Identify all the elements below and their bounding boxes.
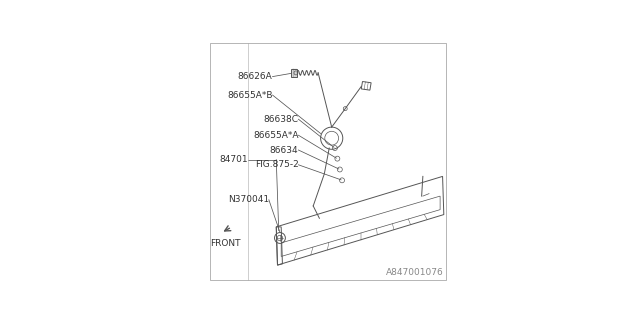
Text: N370041: N370041	[228, 195, 269, 204]
Text: 86626A: 86626A	[238, 72, 273, 81]
Text: 86634: 86634	[270, 146, 298, 155]
Text: 84701: 84701	[220, 155, 248, 164]
Text: 86655A*A: 86655A*A	[253, 131, 298, 140]
Text: 86638C: 86638C	[264, 115, 298, 124]
Text: 86655A*B: 86655A*B	[227, 91, 273, 100]
Text: FIG.875-2: FIG.875-2	[255, 160, 298, 169]
Text: FRONT: FRONT	[211, 239, 241, 248]
Text: A847001076: A847001076	[386, 268, 444, 277]
